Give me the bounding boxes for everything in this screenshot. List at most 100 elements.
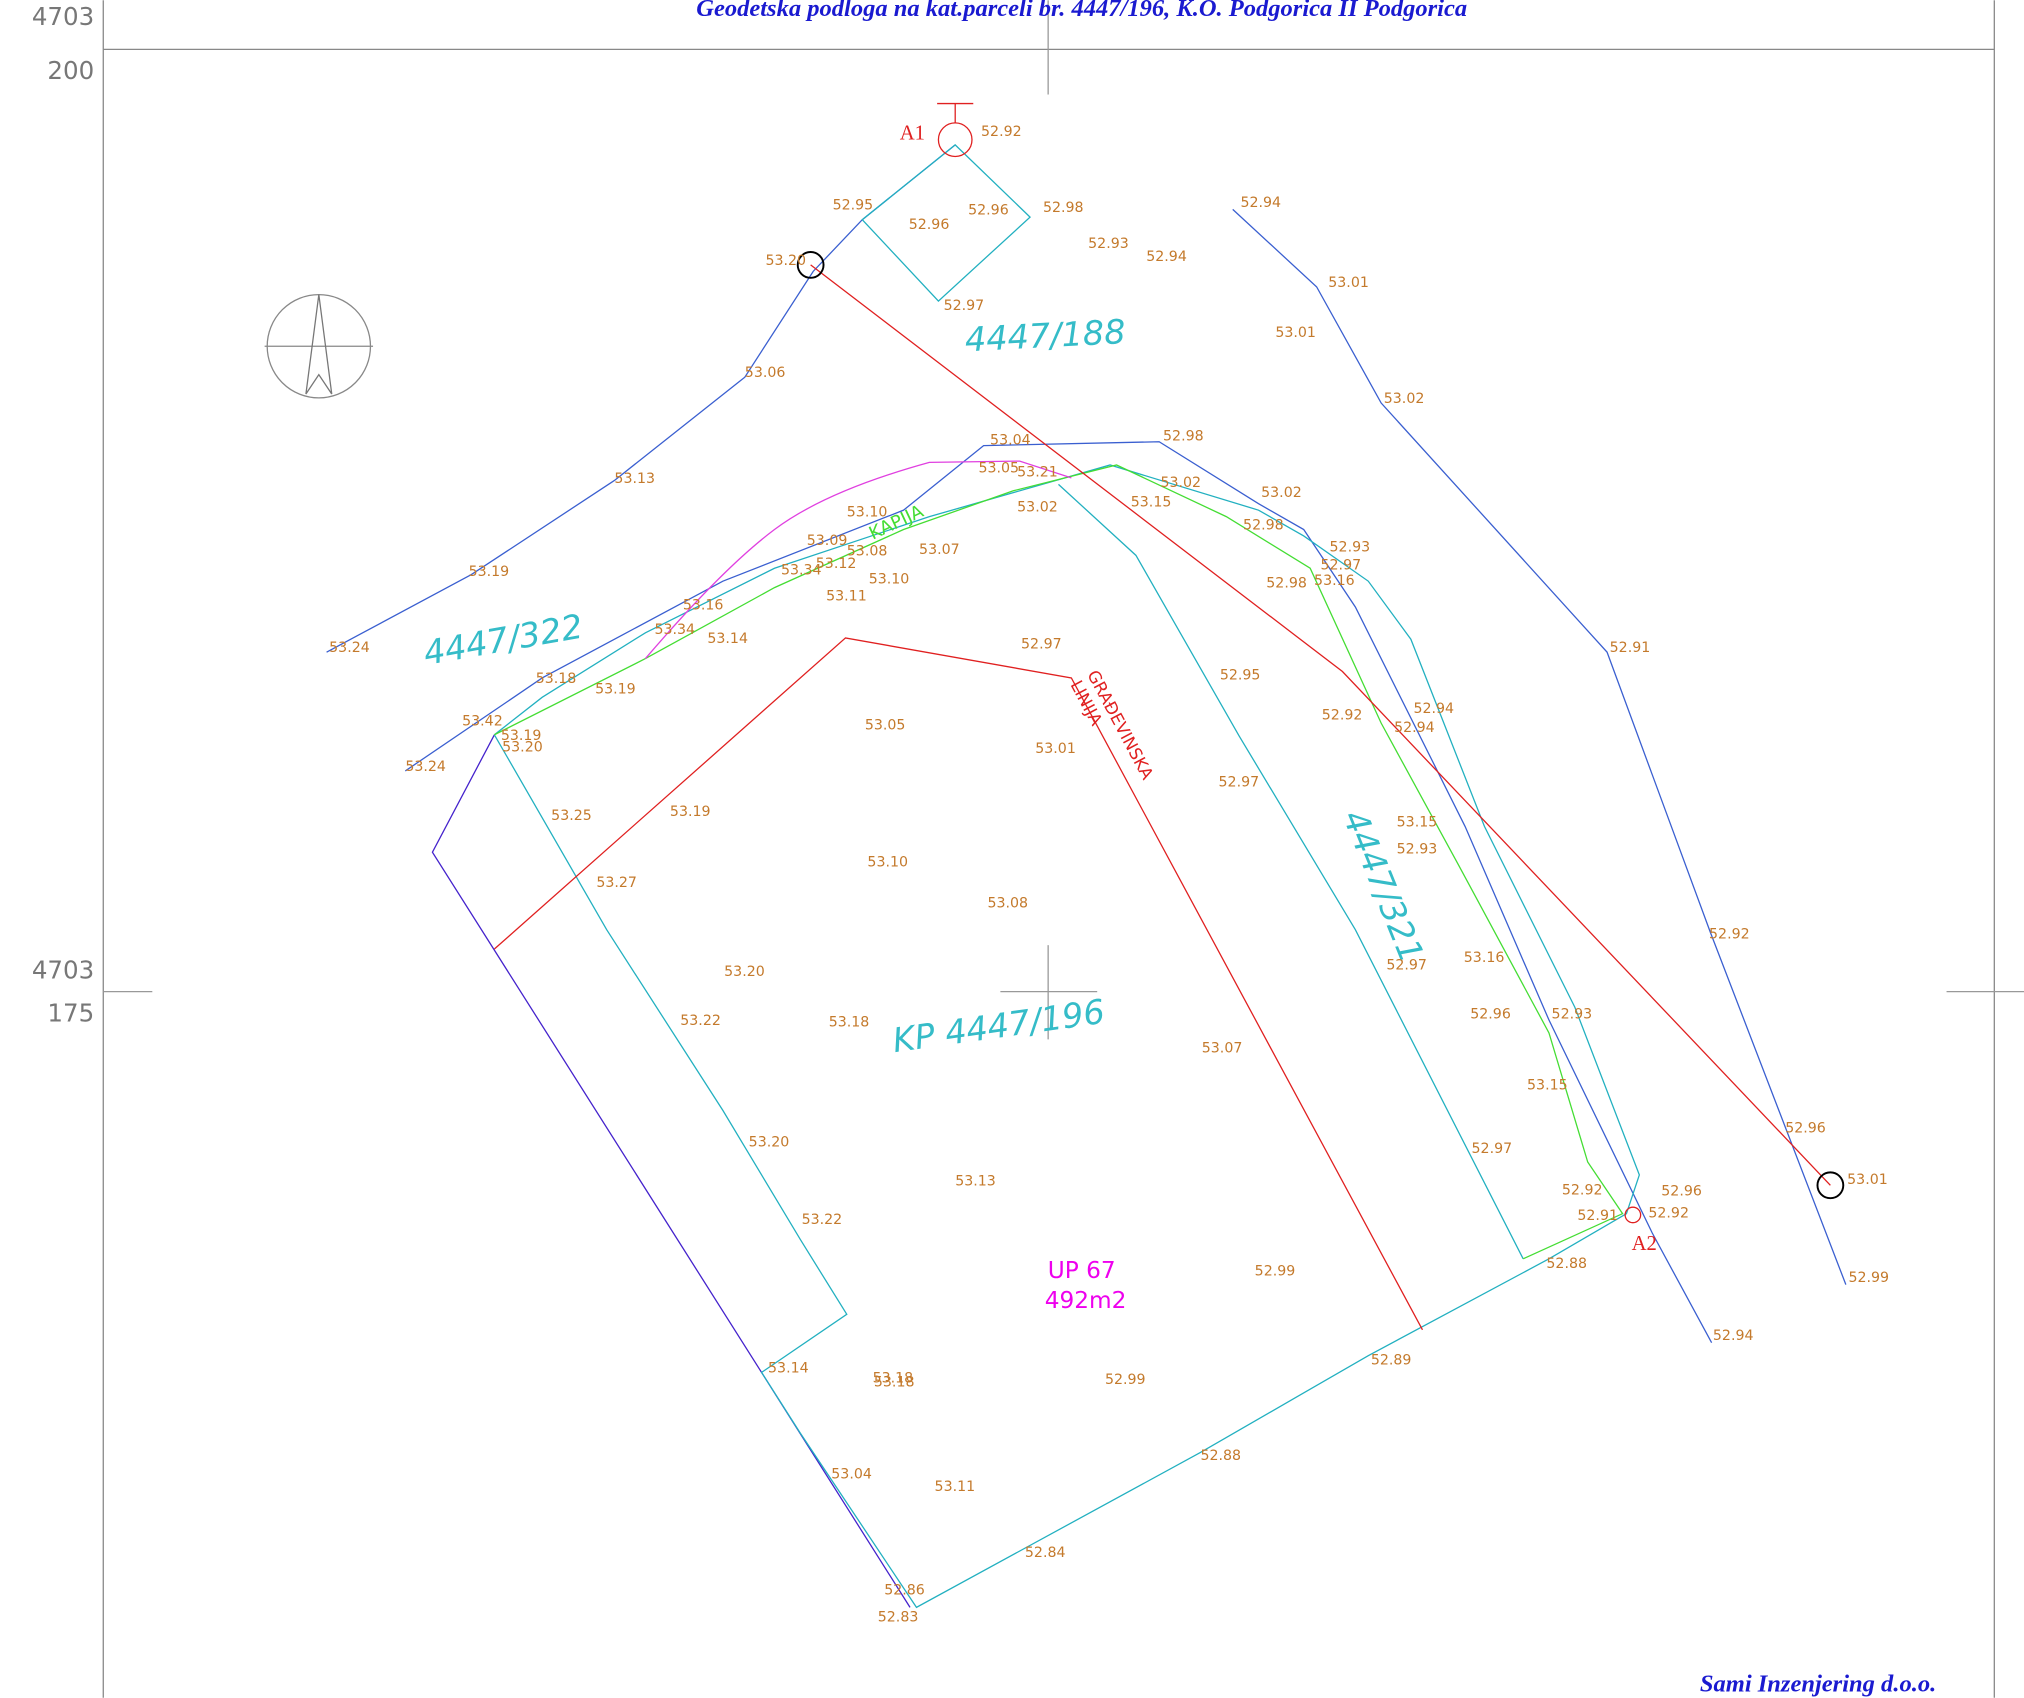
grid-label: 4703 [32, 956, 94, 985]
elevation: 53.02 [1261, 485, 1302, 501]
elevation: 52.89 [1371, 1353, 1412, 1369]
elevation: 52.91 [1577, 1208, 1618, 1224]
elevation: 53.22 [802, 1212, 843, 1228]
grid-label: 4703 [32, 2, 94, 31]
footer: Sami Inzenjering d.o.o. [1700, 1670, 1936, 1697]
elevation: 53.11 [935, 1479, 976, 1495]
elevation: 53.15 [1131, 494, 1172, 510]
elevation: 53.10 [847, 505, 888, 521]
elevation: 52.92 [1648, 1206, 1689, 1222]
elevation: 52.86 [884, 1582, 925, 1598]
station-label: A2 [1632, 1233, 1657, 1255]
elevation: 52.97 [944, 298, 985, 314]
elevation: 52.94 [1240, 195, 1281, 211]
grid-label: 200 [47, 56, 94, 85]
elevation: 53.16 [1464, 950, 1505, 966]
elevation: 53.27 [596, 875, 637, 891]
plot-area: 492m2 [1045, 1287, 1127, 1314]
plot-name: UP 67 [1048, 1257, 1116, 1284]
elevation: 52.97 [1472, 1141, 1513, 1157]
elevation: 52.97 [1021, 636, 1062, 652]
elevation: 53.06 [745, 365, 786, 381]
elevation: 53.10 [869, 572, 910, 588]
elevation: 53.09 [807, 533, 848, 549]
elevation: 53.19 [670, 804, 711, 820]
elevation: 52.83 [878, 1610, 919, 1626]
elevation: 52.93 [1330, 539, 1371, 555]
elevation: 52.93 [1552, 1007, 1593, 1023]
survey-map: Geodetska podloga na kat.parceli br. 444… [0, 0, 2024, 1698]
elevation: 52.84 [1025, 1545, 1066, 1561]
elevation: 52.96 [1470, 1007, 1511, 1023]
elevation: 53.20 [765, 253, 806, 269]
elevation: 53.13 [614, 471, 655, 487]
title: Geodetska podloga na kat.parceli br. 444… [696, 0, 1467, 22]
elevation: 53.11 [826, 589, 867, 605]
elevation: 53.18 [874, 1375, 915, 1391]
elevation: 53.12 [816, 556, 857, 572]
elevation: 53.05 [978, 461, 1019, 477]
elevation: 52.94 [1713, 1328, 1754, 1344]
elevation: 53.04 [990, 432, 1031, 448]
elevation: 52.92 [1322, 707, 1363, 723]
elevation: 53.25 [551, 808, 592, 824]
elevation: 52.98 [1163, 428, 1204, 444]
elevation: 52.94 [1394, 720, 1435, 736]
elevation: 52.95 [1220, 667, 1261, 683]
elevation: 53.05 [865, 718, 906, 734]
elevation: 53.02 [1384, 391, 1425, 407]
elevation: 52.94 [1146, 249, 1187, 265]
grid-label: 175 [47, 998, 94, 1027]
elevation: 53.42 [462, 714, 503, 730]
elevation: 53.01 [1035, 741, 1076, 757]
elevation: 52.92 [981, 124, 1022, 140]
elevation: 53.24 [405, 759, 446, 775]
elevation: 53.01 [1847, 1172, 1888, 1188]
elevation: 52.97 [1386, 958, 1427, 974]
elevation: 53.10 [867, 854, 908, 870]
elevation: 52.96 [1785, 1120, 1826, 1136]
elevation: 53.20 [502, 740, 543, 756]
elevation: 52.98 [1043, 200, 1084, 216]
elevation: 53.01 [1275, 325, 1316, 341]
elevation: 53.07 [919, 542, 960, 558]
elevation: 53.18 [829, 1014, 870, 1030]
elevation: 52.94 [1413, 701, 1454, 717]
elevation: 52.98 [1243, 518, 1284, 534]
parcel-label: 4447/322 [421, 607, 586, 673]
elevation: 52.97 [1219, 774, 1260, 790]
elevation: 53.21 [1017, 465, 1058, 481]
elevation: 52.98 [1266, 576, 1307, 592]
elevation: 53.07 [1202, 1040, 1243, 1056]
elevation: 53.04 [831, 1466, 872, 1482]
elevation: 53.02 [1017, 499, 1058, 515]
elevation: 52.92 [1562, 1182, 1603, 1198]
elevation: 53.08 [987, 896, 1028, 912]
elevation: 53.14 [768, 1360, 809, 1376]
elevation: 53.22 [680, 1013, 721, 1029]
linework [103, 0, 2024, 1697]
elevation: 52.96 [968, 203, 1009, 219]
elevation: 53.15 [1527, 1078, 1568, 1094]
elevation: 52.88 [1200, 1448, 1241, 1464]
elevation: 53.02 [1160, 475, 1201, 491]
elevation: 52.93 [1397, 842, 1438, 858]
elevation: 53.16 [683, 598, 724, 614]
elevation: 53.01 [1328, 275, 1369, 291]
elevation: 53.16 [1314, 573, 1355, 589]
elevation: 53.18 [536, 671, 577, 687]
elevation: 52.95 [833, 197, 874, 213]
elevation: 53.20 [724, 964, 765, 980]
elevation: 53.19 [595, 681, 636, 697]
elevation: 53.13 [955, 1173, 996, 1189]
parcel-label: 4447/188 [964, 312, 1127, 359]
station-label: A1 [900, 123, 925, 145]
elevation: 52.91 [1610, 640, 1651, 656]
elevation: 52.99 [1105, 1372, 1146, 1388]
elevation: 52.99 [1255, 1264, 1296, 1280]
elevation: 53.19 [469, 564, 510, 580]
parcel-label: KP 4447/196 [890, 992, 1107, 1060]
elevation: 52.88 [1546, 1256, 1587, 1272]
elevation: 52.93 [1088, 236, 1129, 252]
elevation: 52.96 [909, 217, 950, 233]
